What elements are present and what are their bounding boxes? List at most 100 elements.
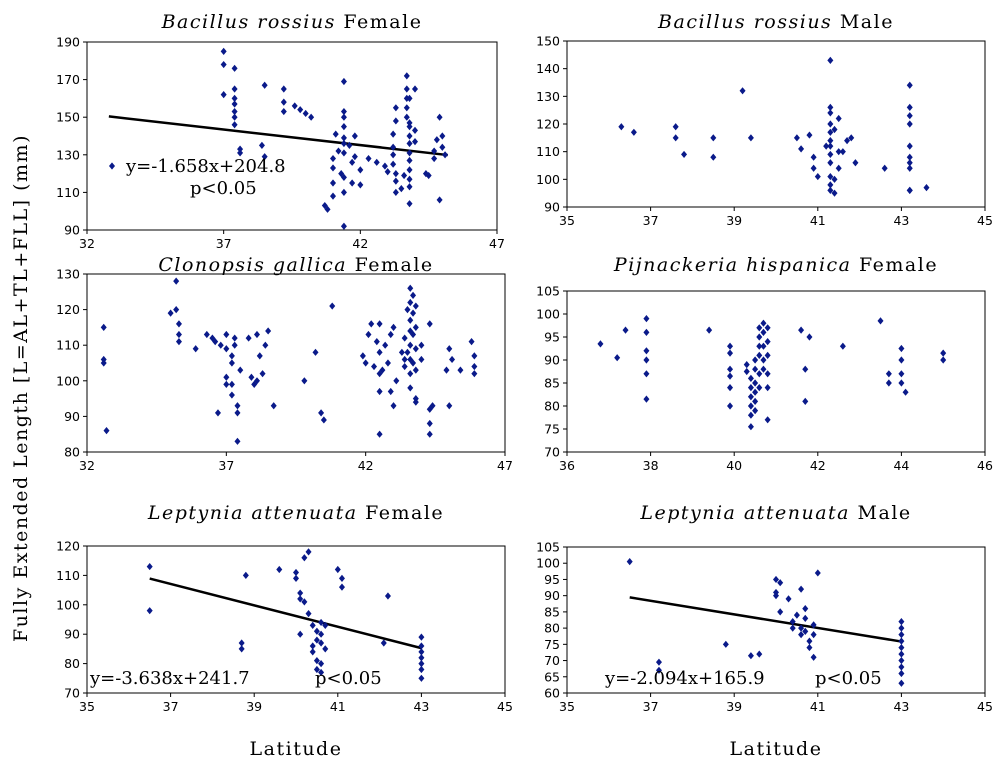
data-point — [626, 558, 633, 566]
data-point — [898, 663, 905, 671]
data-point — [373, 158, 380, 166]
data-point — [302, 109, 309, 118]
data-point — [280, 98, 287, 106]
data-point — [340, 134, 347, 142]
y-tick-label: 150 — [536, 34, 560, 49]
data-point — [312, 348, 319, 356]
data-point — [439, 132, 446, 140]
data-point — [234, 402, 241, 410]
data-point — [261, 81, 268, 89]
data-point — [406, 132, 413, 140]
significance-label: p<0.05 — [815, 668, 882, 689]
data-point — [390, 402, 397, 410]
data-point — [265, 327, 272, 335]
data-point — [827, 186, 834, 194]
y-tick-label: 140 — [536, 61, 560, 76]
data-point — [827, 137, 834, 145]
data-point — [238, 645, 245, 653]
data-point — [806, 333, 813, 341]
y-tick-label: 90 — [64, 223, 80, 238]
data-point — [368, 320, 375, 328]
data-point — [103, 427, 110, 435]
data-point — [403, 104, 410, 112]
data-point — [403, 72, 410, 80]
data-point — [760, 342, 767, 350]
data-point — [390, 323, 397, 331]
data-point — [471, 362, 478, 371]
x-tick-label: 37 — [643, 699, 659, 714]
y-tick-label: 100 — [536, 556, 560, 571]
data-point — [643, 347, 650, 355]
data-point — [906, 142, 913, 150]
y-tick-label: 110 — [56, 338, 80, 353]
data-point — [756, 351, 763, 359]
x-tick-label: 37 — [218, 458, 234, 473]
data-point — [618, 123, 625, 131]
data-point — [431, 147, 438, 155]
data-point — [392, 188, 399, 196]
data-point — [906, 120, 913, 128]
y-tick-label: 120 — [56, 539, 80, 554]
data-point — [253, 330, 260, 339]
chart-title-sex: Female — [347, 254, 434, 276]
data-point — [439, 143, 446, 151]
data-point — [340, 173, 347, 181]
data-point — [764, 384, 771, 392]
data-point — [426, 320, 433, 328]
chart-panel: Leptynia attenuata Female 35 37 39 41 43 45 70 8… — [56, 502, 513, 714]
y-tick-label: 110 — [56, 568, 80, 583]
data-point — [906, 153, 913, 161]
regression-equation: y=-2.094x+165.9 — [604, 668, 765, 689]
data-point — [793, 134, 800, 142]
data-point — [380, 639, 387, 647]
data-point — [827, 120, 834, 128]
data-point — [412, 345, 419, 353]
data-point — [318, 668, 325, 677]
x-tick-label: 36 — [559, 458, 575, 473]
data-point — [706, 326, 713, 334]
data-point — [410, 359, 417, 367]
data-point — [906, 159, 913, 167]
chart-panel: Clonopsis gallica Female 32 37 42 47 80 90 100 1… — [56, 254, 513, 473]
data-point — [335, 147, 342, 155]
data-point — [643, 315, 650, 323]
data-point — [756, 342, 763, 350]
data-point — [403, 113, 410, 121]
data-point — [418, 633, 425, 641]
data-point — [301, 377, 308, 385]
data-point — [318, 639, 325, 647]
x-tick-label: 45 — [977, 699, 993, 714]
x-tick-label: 32 — [79, 458, 95, 473]
data-point — [727, 365, 734, 373]
data-point — [280, 85, 287, 93]
plot-frame — [86, 41, 498, 231]
x-tick-label: 41 — [330, 699, 346, 714]
data-point — [835, 164, 842, 172]
data-point — [297, 630, 304, 638]
x-tick-label: 35 — [559, 213, 575, 228]
data-point — [362, 359, 369, 367]
data-point — [777, 608, 784, 616]
data-point — [330, 192, 336, 200]
y-tick-label: 80 — [64, 656, 80, 671]
data-point — [406, 123, 413, 131]
data-point — [393, 377, 400, 385]
data-point — [672, 123, 679, 131]
data-point — [655, 658, 662, 666]
data-point — [885, 379, 892, 387]
data-point — [351, 132, 358, 140]
data-point — [436, 113, 443, 121]
data-point — [390, 160, 397, 168]
data-point — [898, 650, 905, 658]
data-point — [403, 85, 410, 93]
data-point — [940, 356, 947, 364]
data-point — [844, 137, 851, 145]
x-tick-label: 42 — [810, 458, 826, 473]
data-point — [338, 574, 345, 582]
data-point — [906, 81, 913, 89]
x-tick-label: 39 — [246, 699, 262, 714]
data-point — [384, 168, 391, 176]
data-point — [752, 407, 759, 415]
y-tick-label: 100 — [536, 307, 560, 322]
data-point — [743, 361, 750, 369]
